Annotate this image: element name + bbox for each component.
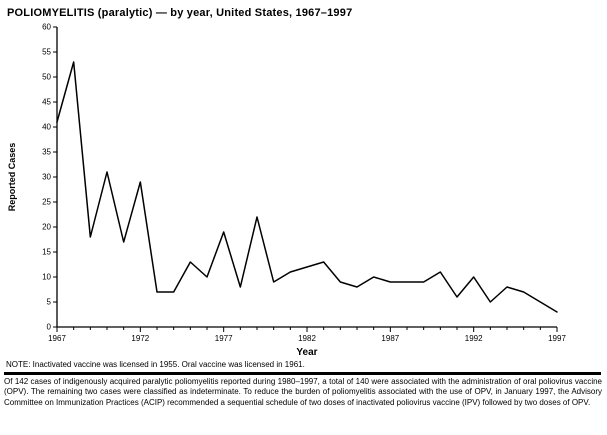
x-tick-label: 1972 — [131, 334, 149, 343]
y-tick-label: 10 — [42, 273, 51, 282]
x-axis-label: Year — [296, 347, 317, 358]
y-tick-label: 25 — [42, 198, 51, 207]
y-tick-label: 35 — [42, 148, 51, 157]
line-chart: 0 5 10 15 20 25 30 35 40 45 50 55 60 1967 1972 1977 1982… — [7, 23, 566, 359]
x-tick-label: 1967 — [48, 334, 66, 343]
x-tick-label: 1987 — [381, 334, 399, 343]
y-tick-label: 40 — [42, 123, 51, 132]
y-tick-label: 30 — [42, 173, 51, 182]
y-tick-label: 45 — [42, 98, 51, 107]
chart-title: POLIOMYELITIS (paralytic) — by year, Uni… — [7, 7, 353, 19]
x-tick-label: 1992 — [465, 334, 483, 343]
x-tick-label: 1982 — [298, 334, 316, 343]
y-tick-label: 50 — [42, 73, 51, 82]
y-tick-label: 20 — [42, 223, 51, 232]
note: NOTE: Inactivated vaccine was licensed i… — [6, 360, 305, 369]
y-tick-label: 0 — [47, 323, 52, 332]
x-tick-label: 1997 — [548, 334, 566, 343]
plot-area: 0 5 10 15 20 25 30 35 40 45 50 55 60 1967 1972 1977 1982… — [42, 23, 566, 344]
footnote: Of 142 cases of indigenously acquired pa… — [4, 377, 602, 407]
y-axis-label: Reported Cases — [7, 143, 17, 212]
axes — [56, 27, 557, 328]
y-tick-label: 55 — [42, 48, 51, 57]
y-tick-label: 5 — [47, 298, 52, 307]
y-tick-label: 15 — [42, 248, 51, 257]
y-tick-label: 60 — [42, 23, 51, 32]
x-tick-label: 1977 — [215, 334, 233, 343]
data-line — [56, 61, 558, 313]
divider-rule — [4, 372, 601, 375]
